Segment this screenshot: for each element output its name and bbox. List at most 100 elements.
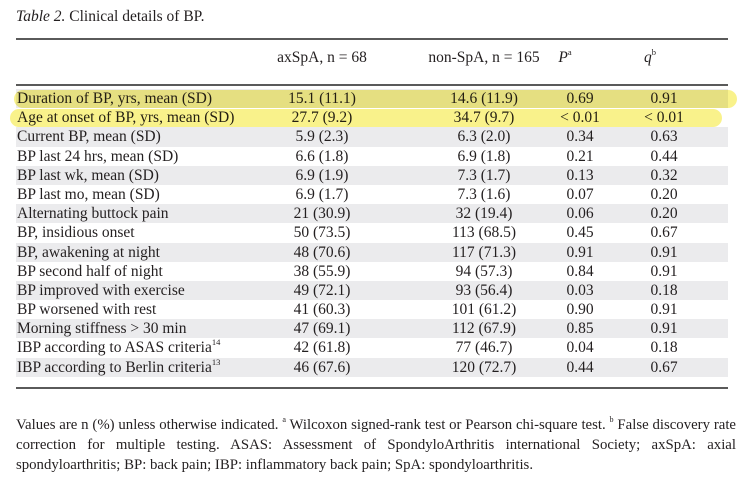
- row-label: Morning stiffness > 30 min: [17, 320, 187, 338]
- cell-axspa: 38 (55.9): [293, 262, 351, 280]
- cell-q: 0.63: [650, 128, 678, 146]
- cell-p: 0.04: [566, 339, 594, 357]
- header-axspa: axSpA, n = 68: [277, 49, 367, 66]
- row-label: BP last wk, mean (SD): [17, 166, 159, 184]
- top-rule: [16, 38, 728, 40]
- cell-q: 0.91: [650, 243, 678, 261]
- cell-axspa: 46 (67.6): [293, 358, 351, 376]
- cell-p: 0.03: [566, 281, 594, 299]
- cell-q: 0.91: [650, 301, 678, 319]
- table-row: BP last 24 hrs, mean (SD) 6.6 (1.8) 6.9 (1…: [16, 147, 728, 166]
- row-label: BP last mo, mean (SD): [17, 185, 160, 203]
- cell-p: 0.90: [566, 301, 594, 319]
- row-label: IBP according to Berlin criteria13: [17, 356, 221, 376]
- cell-axspa: 41 (60.3): [293, 301, 351, 319]
- cell-axspa: 6.9 (1.7): [295, 185, 349, 203]
- table-footnote: Values are n (%) unless otherwise indica…: [16, 415, 736, 473]
- cell-p: 0.45: [566, 224, 594, 242]
- table-title: Clinical details of BP.: [65, 8, 205, 25]
- table-row: BP improved with exercise 49 (72.1) 93 (56…: [16, 280, 728, 301]
- cell-axspa: 27.7 (9.2): [291, 109, 353, 127]
- cell-axspa: 6.9 (1.9): [295, 166, 349, 184]
- table-row: Alternating buttock pain 21 (30.9) 32 (19.…: [16, 204, 728, 224]
- cell-nonspa: 120 (72.7): [451, 358, 517, 376]
- cell-p: 0.21: [566, 147, 594, 165]
- cell-q: 0.44: [650, 147, 678, 165]
- cell-nonspa: 101 (61.2): [451, 301, 517, 319]
- table-row: Morning stiffness > 30 min 47 (69.1) 112 (…: [16, 319, 728, 339]
- bottom-rule: [16, 387, 728, 389]
- cell-nonspa: 113 (68.5): [452, 224, 516, 242]
- cell-axspa: 6.6 (1.8): [295, 147, 349, 165]
- row-label: Current BP, mean (SD): [17, 128, 161, 146]
- row-label: BP improved with exercise: [17, 281, 185, 299]
- cell-q: 0.91: [650, 320, 678, 338]
- header-rule: [16, 84, 728, 86]
- cell-q: 0.91: [650, 90, 678, 107]
- cell-nonspa: 94 (57.3): [455, 262, 513, 280]
- row-label: BP second half of night: [17, 262, 163, 280]
- cell-nonspa: 6.3 (2.0): [457, 128, 511, 146]
- cell-q: 0.18: [650, 339, 678, 357]
- row-label: BP last 24 hrs, mean (SD): [17, 147, 179, 165]
- cell-q: 0.20: [650, 205, 678, 223]
- table-row: Duration of BP, yrs, mean (SD) 15.1 (11.1…: [16, 89, 728, 109]
- row-label: Age at onset of BP, yrs, mean (SD): [17, 109, 235, 127]
- table-row: BP second half of night 38 (55.9) 94 (57.3…: [16, 262, 728, 281]
- table-body: Duration of BP, yrs, mean (SD) 15.1 (11.1…: [16, 89, 728, 377]
- table-row: IBP according to ASAS criteria14 42 (61.8…: [16, 338, 728, 357]
- cell-nonspa: 93 (56.4): [455, 281, 513, 299]
- cell-nonspa: 112 (67.9): [452, 320, 516, 338]
- row-label: IBP according to ASAS criteria14: [17, 337, 221, 357]
- table-row: BP, awakening at night 48 (70.6) 117 (71.3…: [16, 242, 728, 262]
- cell-q: 0.67: [650, 358, 678, 376]
- cell-p: 0.91: [566, 243, 594, 261]
- cell-nonspa: 6.9 (1.8): [457, 147, 511, 165]
- cell-axspa: 49 (72.1): [293, 281, 351, 299]
- cell-q: 0.32: [650, 166, 678, 184]
- cell-nonspa: 32 (19.4): [455, 205, 513, 223]
- table-label: Table 2.: [16, 8, 66, 25]
- table-row: Age at onset of BP, yrs, mean (SD) 27.7 (…: [16, 108, 728, 127]
- row-label: BP, insidious onset: [17, 224, 135, 242]
- header-p: Pa: [558, 47, 572, 66]
- cell-q: 0.91: [650, 262, 678, 280]
- reference-superscript: 14: [211, 337, 221, 348]
- cell-p: 0.44: [566, 358, 594, 376]
- table-row: BP, insidious onset 50 (73.5) 113 (68.5) 0.…: [16, 223, 728, 242]
- cell-q: 0.67: [650, 224, 678, 242]
- row-label: BP, awakening at night: [17, 243, 160, 261]
- reference-superscript: 13: [211, 356, 221, 367]
- cell-p: 0.07: [566, 185, 594, 203]
- cell-nonspa: 77 (46.7): [455, 339, 513, 357]
- cell-nonspa: 117 (71.3): [452, 243, 516, 261]
- row-label: Duration of BP, yrs, mean (SD): [17, 90, 213, 107]
- header-q: qb: [643, 47, 656, 66]
- cell-axspa: 21 (30.9): [293, 205, 351, 223]
- cell-nonspa: 7.3 (1.6): [457, 185, 511, 203]
- cell-axspa: 48 (70.6): [293, 243, 351, 261]
- header-nonspa: non-SpA, n = 165: [428, 49, 540, 66]
- row-label: BP worsened with rest: [17, 301, 157, 319]
- cell-p: 0.84: [566, 262, 594, 280]
- cell-p: 0.34: [566, 128, 594, 146]
- table-row: BP last wk, mean (SD) 6.9 (1.9) 7.3 (1.7) 0…: [16, 165, 728, 185]
- table-row: IBP according to Berlin criteria13 46 (67…: [16, 356, 728, 377]
- cell-p: 0.13: [566, 166, 594, 184]
- table-row: BP last mo, mean (SD) 6.9 (1.7) 7.3 (1.6) 0…: [16, 185, 728, 204]
- table-row: BP worsened with rest 41 (60.3) 101 (61.2)…: [16, 300, 728, 319]
- table-row: Current BP, mean (SD) 5.9 (2.3) 6.3 (2.0) 0…: [16, 127, 728, 147]
- cell-p: 0.06: [566, 205, 594, 223]
- table-caption: Table 2. Clinical details of BP.: [16, 8, 204, 26]
- row-label: Alternating buttock pain: [17, 205, 169, 223]
- cell-q: 0.18: [650, 281, 678, 299]
- cell-nonspa: 7.3 (1.7): [457, 166, 511, 184]
- table-header: axSpA, n = 68 non-SpA, n = 165 Pa qb: [0, 47, 749, 73]
- cell-axspa: 47 (69.1): [293, 320, 351, 338]
- cell-axspa: 15.1 (11.1): [288, 90, 356, 107]
- cell-axspa: 50 (73.5): [293, 224, 351, 242]
- cell-p: 0.85: [566, 320, 594, 338]
- cell-q: < 0.01: [644, 109, 684, 127]
- cell-axspa: 42 (61.8): [293, 339, 351, 357]
- cell-axspa: 5.9 (2.3): [295, 128, 349, 146]
